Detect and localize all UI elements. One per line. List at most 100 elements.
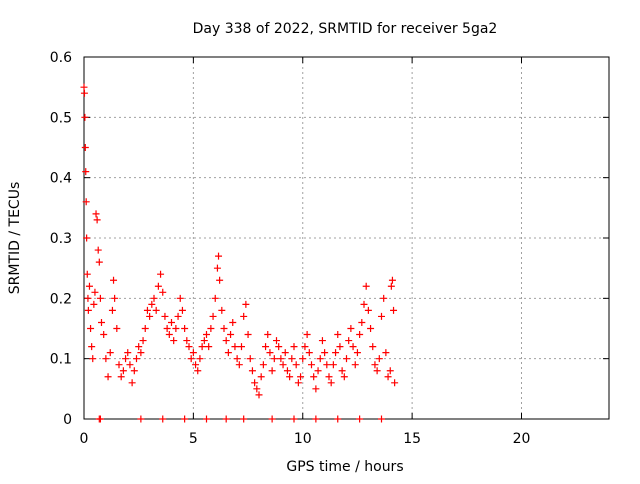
data-point [183, 337, 191, 345]
data-point [388, 276, 396, 284]
data-point [391, 379, 399, 387]
y-tick-label: 0.6 [50, 50, 72, 66]
data-point [93, 216, 101, 224]
data-point [375, 355, 383, 363]
y-axis: 0 0.1 0.2 0.3 0.4 0.5 0.6 [50, 50, 609, 428]
data-point [203, 415, 210, 423]
data-point [81, 113, 89, 121]
data-point [87, 325, 95, 332]
data-point [316, 355, 324, 363]
data-point [360, 300, 368, 308]
data-point [124, 349, 132, 357]
data-point [135, 343, 143, 351]
data-point [257, 373, 265, 381]
data-point [194, 367, 202, 375]
data-point [176, 294, 184, 302]
data-point [157, 270, 165, 278]
data-point [233, 355, 241, 363]
data-point [253, 385, 261, 393]
data-point [373, 367, 381, 375]
data-point [310, 373, 318, 381]
data-point [238, 343, 245, 351]
data-point [187, 355, 195, 363]
data-point [170, 337, 178, 345]
data-point [264, 331, 272, 339]
data-point [297, 373, 305, 381]
data-point [281, 349, 289, 357]
data-point [218, 306, 226, 314]
data-point [340, 373, 348, 381]
data-point [353, 349, 361, 357]
x-axis: 0 5 10 15 20 [80, 57, 530, 447]
y-tick-label: 0 [63, 412, 72, 428]
data-point [334, 331, 342, 339]
data-point [290, 415, 298, 423]
data-point [96, 294, 104, 302]
data-point [81, 144, 89, 151]
y-tick-label: 0.1 [50, 352, 72, 368]
data-point [369, 343, 377, 351]
data-point [198, 343, 206, 351]
data-point [141, 325, 149, 332]
data-point [248, 367, 256, 375]
data-point [117, 373, 125, 381]
data-point [275, 343, 283, 351]
x-tick-label: 10 [294, 431, 312, 447]
data-point [312, 415, 320, 423]
data-point [240, 415, 248, 423]
data-point [227, 331, 235, 339]
data-point [329, 361, 337, 369]
data-point [251, 379, 259, 387]
data-point [111, 294, 119, 302]
data-point [113, 325, 121, 332]
data-point [110, 276, 118, 284]
data-points [80, 83, 399, 423]
data-point [386, 367, 394, 375]
data-point [104, 373, 112, 381]
data-point [115, 361, 123, 369]
data-point [181, 415, 189, 423]
data-point [148, 300, 156, 308]
data-point [262, 343, 270, 351]
data-point [209, 312, 217, 320]
data-point [100, 331, 108, 339]
data-point [321, 349, 329, 357]
data-point [163, 325, 171, 332]
data-point [246, 355, 254, 363]
data-point [137, 415, 145, 423]
data-point [128, 379, 136, 387]
data-point [84, 294, 92, 302]
data-point [266, 349, 274, 357]
x-axis-label: GPS time / hours [286, 459, 403, 475]
x-tick-label: 0 [80, 431, 89, 447]
x-tick-label: 5 [189, 431, 198, 447]
data-point [152, 306, 160, 314]
data-point [159, 288, 167, 296]
data-point [80, 89, 88, 97]
data-point [150, 294, 158, 302]
data-point [98, 318, 105, 326]
data-point [345, 337, 353, 345]
data-point [213, 264, 221, 272]
data-point [358, 318, 366, 326]
data-point [92, 210, 100, 218]
data-point [327, 379, 335, 387]
y-tick-label: 0.4 [50, 171, 72, 187]
data-point [83, 270, 91, 278]
data-point [174, 312, 182, 320]
y-axis-label: SRMTID / TECUs [7, 182, 23, 295]
data-point [242, 300, 250, 308]
data-point [303, 331, 311, 339]
data-point [83, 234, 91, 242]
data-point [91, 288, 99, 296]
data-point [108, 306, 116, 314]
data-point [270, 355, 278, 363]
data-point [286, 373, 294, 381]
data-point [268, 415, 276, 423]
data-point [161, 312, 169, 320]
data-point [165, 331, 173, 339]
data-point [126, 361, 134, 369]
data-point [314, 367, 322, 375]
data-point [220, 325, 228, 332]
